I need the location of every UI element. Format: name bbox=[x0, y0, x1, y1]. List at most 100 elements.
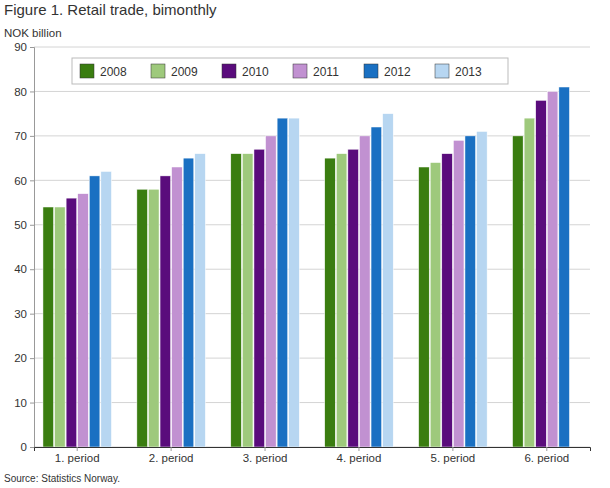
y-tick-mark bbox=[30, 136, 34, 137]
x-tick: 6. period bbox=[524, 447, 569, 464]
y-tick-label: 30 bbox=[14, 308, 27, 320]
bar bbox=[359, 136, 370, 447]
bar bbox=[419, 167, 430, 447]
legend-swatch bbox=[293, 64, 307, 78]
bar bbox=[325, 158, 336, 447]
bar bbox=[183, 158, 194, 447]
grid-line bbox=[34, 135, 590, 136]
bar bbox=[513, 136, 524, 447]
bar bbox=[195, 154, 206, 447]
bar bbox=[430, 163, 441, 447]
legend: 200820092010201120122013 bbox=[72, 58, 508, 84]
y-tick: 40 bbox=[14, 263, 34, 275]
y-tick-label: 10 bbox=[14, 397, 27, 409]
x-tick-label: 4. period bbox=[337, 452, 382, 464]
y-tick-mark bbox=[30, 91, 34, 92]
legend-label: 2012 bbox=[384, 65, 411, 79]
x-tick-mark bbox=[77, 447, 78, 451]
grid-line bbox=[34, 313, 590, 314]
x-tick: 4. period bbox=[337, 447, 382, 464]
series bbox=[89, 87, 569, 447]
bar bbox=[277, 118, 288, 447]
x-tick-label: 3. period bbox=[243, 452, 288, 464]
x-tick-mark bbox=[546, 447, 547, 451]
bar bbox=[559, 87, 570, 447]
grid bbox=[34, 47, 590, 447]
x-tick-mark bbox=[171, 447, 172, 451]
y-tick-label: 90 bbox=[14, 41, 27, 53]
grid-line bbox=[34, 224, 590, 225]
x-tick-label: 2. period bbox=[149, 452, 194, 464]
bar bbox=[371, 127, 382, 447]
bar bbox=[266, 136, 277, 447]
bar bbox=[536, 100, 547, 447]
bar bbox=[160, 176, 171, 447]
x-axis-line bbox=[35, 448, 591, 452]
x-tick-label: 6. period bbox=[524, 452, 569, 464]
y-tick-mark bbox=[30, 269, 34, 270]
y-axis-line bbox=[30, 48, 35, 448]
y-tick-label: 80 bbox=[14, 86, 27, 98]
bar bbox=[55, 207, 66, 447]
y-tick-mark bbox=[30, 225, 34, 226]
series bbox=[66, 100, 546, 447]
bar bbox=[43, 207, 54, 447]
y-tick-label: 50 bbox=[14, 219, 27, 231]
legend-label: 2009 bbox=[171, 65, 198, 79]
chart: Figure 1. Retail trade, bimonthly NOK bil… bbox=[0, 0, 610, 488]
x-tick-label: 5. period bbox=[430, 452, 475, 464]
series bbox=[101, 114, 487, 447]
bar bbox=[172, 167, 183, 447]
y-tick-label: 0 bbox=[21, 441, 27, 453]
bar bbox=[66, 198, 77, 447]
bar bbox=[453, 140, 464, 447]
x-tick: 1. period bbox=[55, 447, 100, 464]
x-tick: 3. period bbox=[243, 447, 288, 464]
x-axis: 1. period 2. period 3. period 4. period 5. p… bbox=[35, 447, 591, 464]
grid-line bbox=[34, 358, 590, 359]
legend-swatch bbox=[151, 64, 165, 78]
y-tick-mark bbox=[30, 47, 34, 48]
y-axis-title: NOK billion bbox=[4, 27, 62, 39]
y-tick-label: 20 bbox=[14, 352, 27, 364]
x-tick: 5. period bbox=[430, 447, 475, 464]
bar bbox=[101, 171, 112, 447]
y-tick-mark bbox=[30, 314, 34, 315]
bar bbox=[289, 118, 300, 447]
series bbox=[78, 91, 558, 447]
title: Figure 1. Retail trade, bimonthly bbox=[4, 1, 217, 18]
y-tick-label: 40 bbox=[14, 263, 27, 275]
y-axis: 0 10 20 30 40 50 60 70 80 90 bbox=[14, 41, 34, 453]
y-tick: 60 bbox=[14, 175, 34, 187]
series bbox=[55, 118, 535, 447]
y-tick-mark bbox=[30, 447, 34, 448]
plot: 0 10 20 30 40 50 60 70 80 90 1. period 2. period 3. … bbox=[14, 41, 590, 464]
bar bbox=[348, 149, 359, 447]
bar bbox=[242, 154, 253, 447]
y-tick-mark bbox=[30, 358, 34, 359]
bar bbox=[524, 118, 535, 447]
bar bbox=[137, 189, 148, 447]
y-tick-label: 70 bbox=[14, 130, 27, 142]
bar bbox=[254, 149, 265, 447]
bar bbox=[477, 131, 488, 447]
bar bbox=[231, 154, 242, 447]
x-tick-mark bbox=[452, 447, 453, 451]
y-tick: 50 bbox=[14, 219, 34, 231]
bars bbox=[43, 87, 570, 447]
y-tick: 80 bbox=[14, 86, 34, 98]
x-tick-label: 1. period bbox=[55, 452, 100, 464]
x-tick-mark bbox=[265, 447, 266, 451]
grid-line bbox=[34, 91, 590, 92]
legend-label: 2013 bbox=[455, 65, 482, 79]
bar bbox=[383, 114, 394, 447]
y-tick-label: 60 bbox=[14, 175, 27, 187]
y-tick: 20 bbox=[14, 352, 34, 364]
y-tick: 70 bbox=[14, 130, 34, 142]
y-tick: 10 bbox=[14, 397, 34, 409]
legend-box bbox=[72, 58, 508, 84]
legend-swatch bbox=[364, 64, 378, 78]
bar bbox=[547, 91, 558, 447]
y-tick: 90 bbox=[14, 41, 34, 53]
bar bbox=[336, 154, 347, 447]
